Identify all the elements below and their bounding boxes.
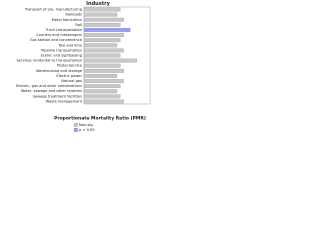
y-tick-label: Gas station and convenience (30, 38, 83, 42)
y-tick-label: Waste management (46, 99, 83, 103)
y-tick-label: Couriers and messengers (36, 33, 82, 37)
legend-swatch (73, 123, 78, 127)
bar (83, 12, 118, 17)
y-tick-label: Taxi and limo (57, 43, 82, 47)
bar (83, 53, 121, 58)
chart-title: Industry (86, 1, 110, 7)
y-tick-label: Pipeline transportation (41, 48, 82, 52)
y-tick-label: Services incidental to transportation (16, 59, 82, 63)
x-axis-label: Proportionate Mortality Ratio (PMR) (54, 116, 146, 122)
y-tick-label: Railroads (65, 13, 82, 17)
y-tick-label: Rail (75, 23, 82, 27)
y-tick-label: Sewage treatment facilities (33, 94, 82, 98)
y-tick-label: Scenic and sightseeing (41, 54, 82, 58)
y-tick-label: Water, sewage and other systems (21, 89, 82, 93)
bar (83, 33, 124, 37)
bar (83, 17, 124, 22)
bar (83, 79, 124, 83)
y-tick-label: Metal fabrication (52, 18, 82, 22)
y-tick-label: Natural gas (61, 79, 82, 83)
y-tick-label: Warehousing and storage (36, 69, 83, 73)
bar (83, 58, 137, 63)
bar (83, 7, 121, 12)
bar (83, 38, 121, 43)
bar (83, 74, 118, 78)
y-tick-label: Electric power (56, 74, 82, 78)
bar (83, 94, 121, 99)
bar (83, 43, 118, 48)
bar (83, 99, 124, 104)
bar (83, 68, 124, 73)
bar (83, 28, 131, 32)
bar (83, 22, 121, 27)
bar (83, 84, 121, 89)
y-tick-label: Truck transportation (45, 28, 82, 32)
y-tick-label: Postal Service (57, 64, 83, 68)
bar (83, 89, 118, 94)
y-tick-label: Transport of ore, manufacturing (24, 8, 82, 12)
legend-swatch (73, 128, 78, 132)
bar (83, 48, 124, 53)
chart: Industry Proportionate Mortality Ratio (… (16, 1, 151, 132)
legend-label: p < 0.05 (79, 128, 95, 132)
y-tick-label: Electric, gas and other combinations (16, 84, 82, 88)
bar (83, 63, 121, 68)
legend-label: Non-sig (79, 123, 93, 127)
